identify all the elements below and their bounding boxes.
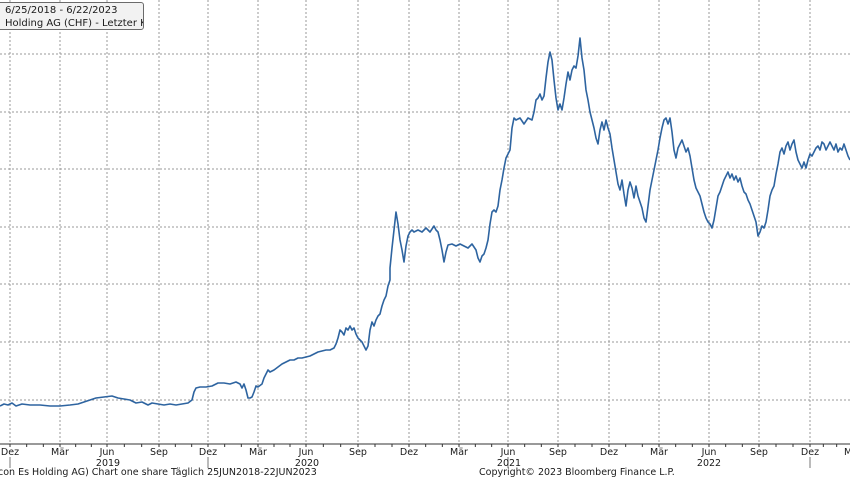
x-month-label: Jun <box>701 447 717 458</box>
x-month-label: Dez <box>1 447 19 458</box>
x-month-label: Mär <box>650 447 668 458</box>
legend-box: 6/25/2018 - 6/22/2023 Holding AG (CHF) -… <box>0 2 144 30</box>
x-year-label: 2021 <box>497 458 521 469</box>
x-month-label: Sep <box>549 447 567 458</box>
footer-copyright: Copyright© 2023 Bloomberg Finance L.P. <box>479 467 675 478</box>
x-month-label: Jun <box>500 447 516 458</box>
x-month-label: M <box>844 447 850 458</box>
x-month-label: Dez <box>600 447 618 458</box>
x-month-label: Mär <box>51 447 69 458</box>
x-year-label: 2019 <box>96 458 120 469</box>
x-month-label: Mär <box>450 447 468 458</box>
x-month-label: Mär <box>249 447 267 458</box>
x-month-label: Jun <box>298 447 314 458</box>
x-month-label: Sep <box>150 447 168 458</box>
x-month-label: Dez <box>400 447 418 458</box>
x-month-label: Dez <box>199 447 217 458</box>
x-year-label: 2020 <box>295 458 319 469</box>
x-month-label: Sep <box>750 447 768 458</box>
x-year-label: 2022 <box>697 458 721 469</box>
chart-grid <box>0 0 850 444</box>
x-axis: Dez Mär Jun Sep Dez Mär Jun Sep Dez Mär Jun Sep Dez M… <box>0 443 850 469</box>
x-month-label: Jun <box>99 447 115 458</box>
legend-date-range: 6/25/2018 - 6/22/2023 <box>5 5 118 16</box>
x-month-label: Sep <box>349 447 367 458</box>
x-month-label: Dez <box>801 447 819 458</box>
price-series-line <box>0 37 850 407</box>
footer-description: con Es Holding AG) Chart one share Tägli… <box>0 467 317 478</box>
legend-series-label: Holding AG (CHF) - Letzter Kurs 245.50 <box>5 18 143 29</box>
